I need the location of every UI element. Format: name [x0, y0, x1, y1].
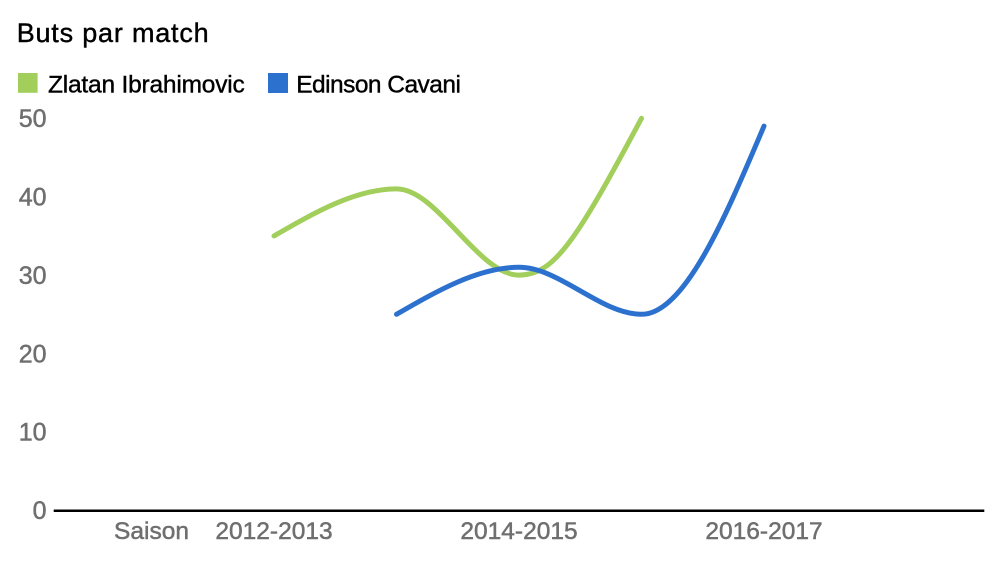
- svg-text:Edinson Cavani: Edinson Cavani: [296, 72, 460, 99]
- svg-text:2012-2013: 2012-2013: [215, 518, 332, 545]
- svg-text:Zlatan Ibrahimovic: Zlatan Ibrahimovic: [48, 72, 245, 99]
- svg-text:2014-2015: 2014-2015: [460, 518, 577, 545]
- svg-text:40: 40: [19, 184, 47, 212]
- svg-text:2016-2017: 2016-2017: [705, 518, 822, 545]
- svg-text:10: 10: [19, 419, 47, 447]
- svg-text:Buts par match: Buts par match: [17, 18, 210, 48]
- svg-text:50: 50: [19, 105, 47, 133]
- svg-text:0: 0: [33, 497, 47, 525]
- svg-text:Saison: Saison: [114, 518, 189, 545]
- svg-text:20: 20: [19, 340, 47, 368]
- svg-text:30: 30: [19, 262, 47, 290]
